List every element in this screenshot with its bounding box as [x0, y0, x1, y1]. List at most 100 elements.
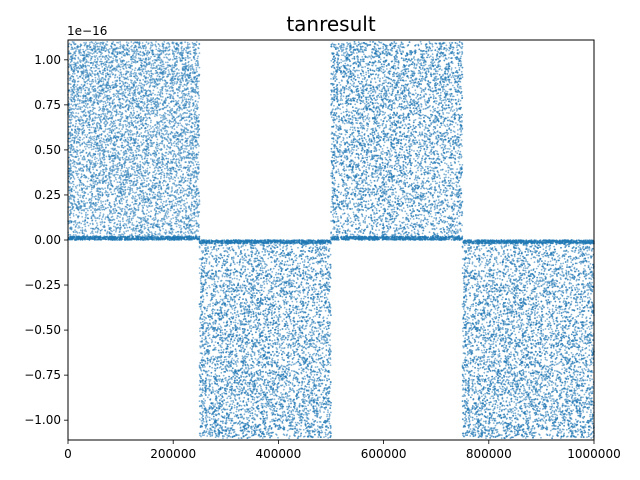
data-point [129, 90, 131, 92]
data-point [176, 165, 178, 167]
data-point [100, 180, 102, 182]
data-point [77, 99, 79, 101]
data-point [151, 42, 153, 44]
data-point [129, 54, 131, 56]
data-point [82, 169, 84, 171]
data-point [146, 73, 148, 75]
data-point [75, 121, 77, 123]
data-point [177, 143, 179, 145]
data-point [139, 234, 141, 236]
data-point [162, 203, 164, 205]
data-point [159, 125, 161, 127]
data-point [184, 151, 186, 153]
data-point [167, 66, 169, 68]
data-point [105, 182, 107, 184]
data-point [184, 234, 186, 236]
data-point [160, 148, 162, 150]
data-point [113, 212, 115, 214]
data-point [99, 86, 101, 88]
data-point [149, 129, 151, 131]
data-point [149, 90, 151, 92]
data-point [189, 178, 191, 180]
data-point [155, 231, 157, 233]
data-point [140, 62, 142, 64]
data-point [158, 187, 160, 189]
data-point [184, 161, 186, 163]
data-point [78, 81, 80, 83]
data-point [115, 82, 117, 84]
data-point [111, 85, 113, 87]
data-point [80, 54, 82, 56]
data-point [197, 137, 199, 139]
data-point [177, 76, 179, 78]
data-point [109, 213, 111, 215]
data-point [193, 217, 195, 219]
data-point [192, 122, 194, 124]
data-point [101, 141, 103, 143]
data-point [74, 73, 76, 75]
data-point [134, 198, 136, 200]
data-point [87, 217, 89, 219]
data-point [110, 151, 112, 153]
data-point [95, 231, 97, 233]
data-point [163, 41, 165, 43]
data-point [148, 227, 150, 229]
data-point [193, 220, 195, 222]
data-point [88, 147, 90, 149]
data-point [158, 159, 160, 161]
data-point [79, 137, 81, 139]
data-point [190, 69, 192, 71]
data-point [127, 76, 129, 78]
data-point [105, 194, 107, 196]
data-point [100, 121, 102, 123]
data-point [85, 92, 87, 94]
data-point [93, 148, 95, 150]
data-point [84, 84, 86, 86]
data-point [95, 211, 97, 213]
data-point [126, 61, 128, 63]
data-point [83, 54, 85, 56]
data-point [109, 70, 111, 72]
data-point [70, 141, 72, 143]
data-point [132, 152, 134, 154]
data-point [160, 50, 162, 52]
data-point [153, 142, 155, 144]
data-point [97, 87, 99, 89]
data-point [133, 166, 135, 168]
data-point [186, 145, 188, 147]
data-point [69, 187, 71, 189]
data-point [162, 96, 164, 98]
data-point [148, 149, 150, 151]
data-point [88, 94, 90, 96]
data-point [96, 217, 98, 219]
data-point [126, 86, 128, 88]
data-point [93, 107, 95, 109]
data-point [90, 155, 92, 157]
data-point [114, 193, 116, 195]
data-point [112, 50, 114, 52]
data-point [100, 90, 102, 92]
data-point [151, 104, 153, 106]
data-point [142, 58, 144, 60]
data-point [147, 77, 149, 79]
data-point [72, 176, 74, 178]
data-point [89, 192, 91, 194]
data-point [102, 131, 104, 133]
data-point [188, 82, 190, 84]
data-point [140, 219, 142, 221]
data-point [99, 101, 101, 103]
data-point [124, 210, 126, 212]
data-point [120, 64, 122, 66]
data-point [196, 199, 198, 201]
data-point [73, 184, 75, 186]
data-point [138, 209, 140, 211]
data-point [172, 118, 174, 120]
data-point [103, 141, 105, 143]
data-point [156, 136, 158, 138]
data-point [161, 159, 163, 161]
data-point [70, 209, 72, 211]
data-point [113, 234, 115, 236]
data-point [116, 164, 118, 166]
data-point [87, 168, 89, 170]
data-point [95, 176, 97, 178]
